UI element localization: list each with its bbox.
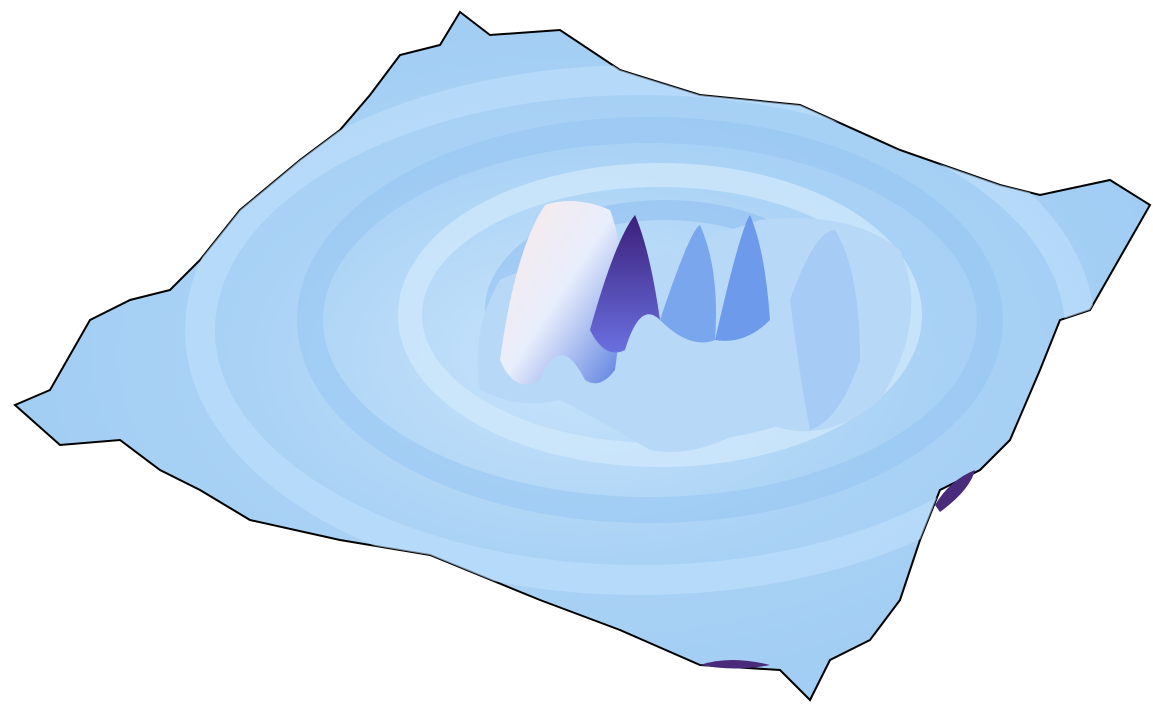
dark-spot [700,660,770,669]
peak-far [790,230,860,430]
ripple [297,117,1003,523]
peak-right [715,215,770,341]
surface [13,10,1152,702]
peak-dark [590,215,660,353]
dark-spot [935,470,975,512]
peak-middle [660,225,716,343]
peak-left [500,201,622,385]
